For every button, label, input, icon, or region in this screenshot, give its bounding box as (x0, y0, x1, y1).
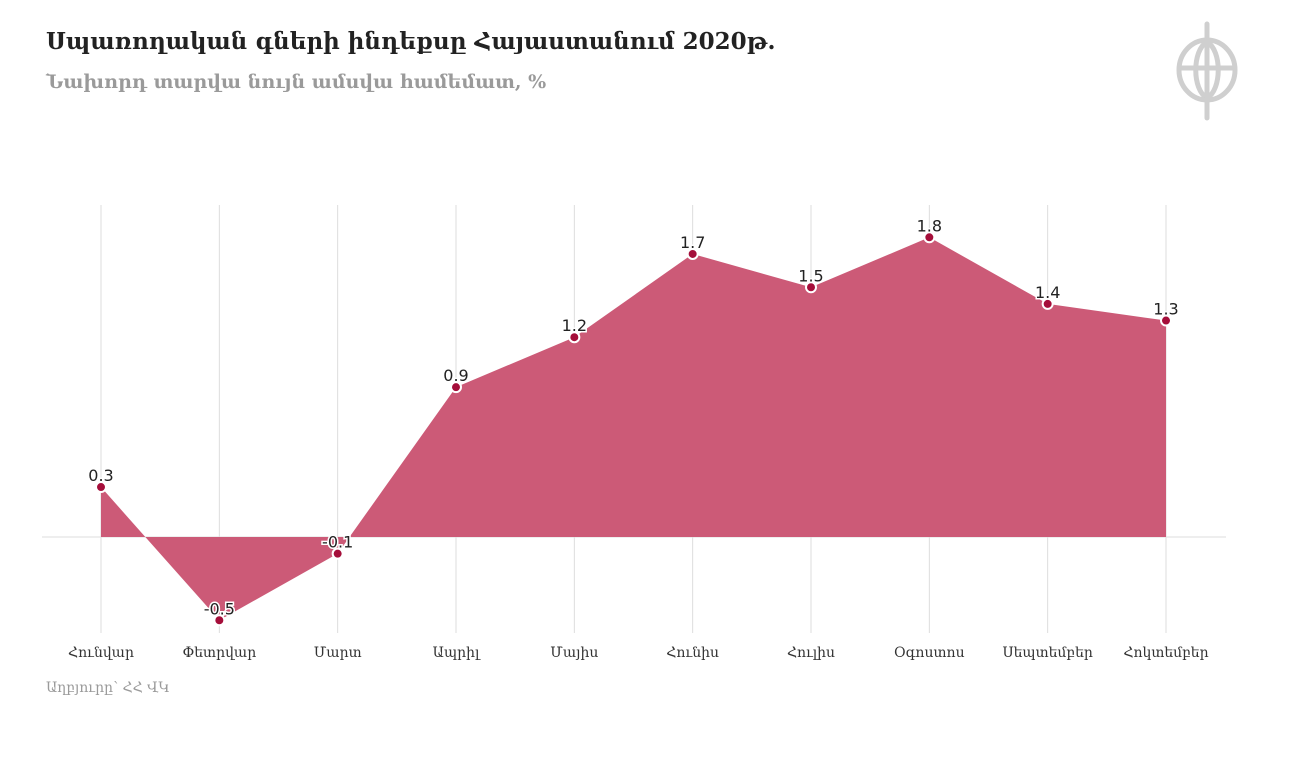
data-label-2: -0.1 (322, 533, 353, 552)
data-point-3 (450, 381, 462, 394)
x-tick-label-8: Սեպտեմբեր (1002, 645, 1092, 661)
x-tick-label-9: Հոկտեմբեր (1123, 645, 1208, 661)
x-tick-label-4: Մայիս (550, 645, 598, 661)
area-series (101, 237, 1166, 621)
area-layer (101, 237, 1166, 621)
x-tick-label-7: Օգոստոս (894, 645, 965, 661)
data-label-9: 1.3 (1153, 300, 1178, 319)
data-label-4: 1.2 (562, 316, 587, 335)
x-tick-label-2: Մարտ (314, 645, 362, 661)
data-point-2 (331, 547, 344, 560)
source-note: Աղբյուրը՝ ՀՀ ՎԿ (46, 680, 170, 696)
data-label-3: 0.9 (443, 366, 468, 385)
chart-title: Սպառողական գների ինդեքսը Հայաստանում 202… (46, 28, 776, 55)
data-point-6 (805, 281, 817, 294)
data-point-5 (686, 247, 699, 260)
data-point-8 (1041, 297, 1054, 310)
data-point-7 (923, 231, 936, 244)
x-tick-label-5: Հունիս (666, 645, 719, 661)
data-label-6: 1.5 (798, 266, 823, 285)
x-tick-label-3: Ապրիլ (433, 645, 481, 661)
label-layer: 0.3 -0.5 -0.1 0.9 1.2 1.7 1.5 1.8 1.4 1.3 (87, 215, 1180, 620)
x-tick-label-6: Հուլիս (787, 645, 835, 661)
data-point-0 (95, 481, 107, 494)
data-label-1: -0.5 (204, 599, 235, 618)
x-axis-ticks: Հունվար Փետրվար Մարտ Ապրիլ Մայիս Հունիս Հուլիս… (68, 645, 1209, 661)
phi-logo-icon (1176, 21, 1238, 121)
data-label-7: 1.8 (917, 216, 942, 235)
marker-layer (95, 231, 1172, 627)
data-point-4 (568, 331, 581, 344)
data-point-9 (1160, 314, 1172, 327)
data-label-0: 0.3 (88, 466, 113, 485)
data-point-1 (213, 614, 226, 627)
x-tick-label-1: Փետրվար (182, 645, 256, 661)
data-label-5: 1.7 (680, 233, 705, 252)
data-label-8: 1.4 (1035, 283, 1060, 302)
x-tick-label-0: Հունվար (68, 645, 134, 661)
chart-subtitle: Նախորդ տարվա նույն ամսվա համեմատ, % (46, 71, 547, 93)
